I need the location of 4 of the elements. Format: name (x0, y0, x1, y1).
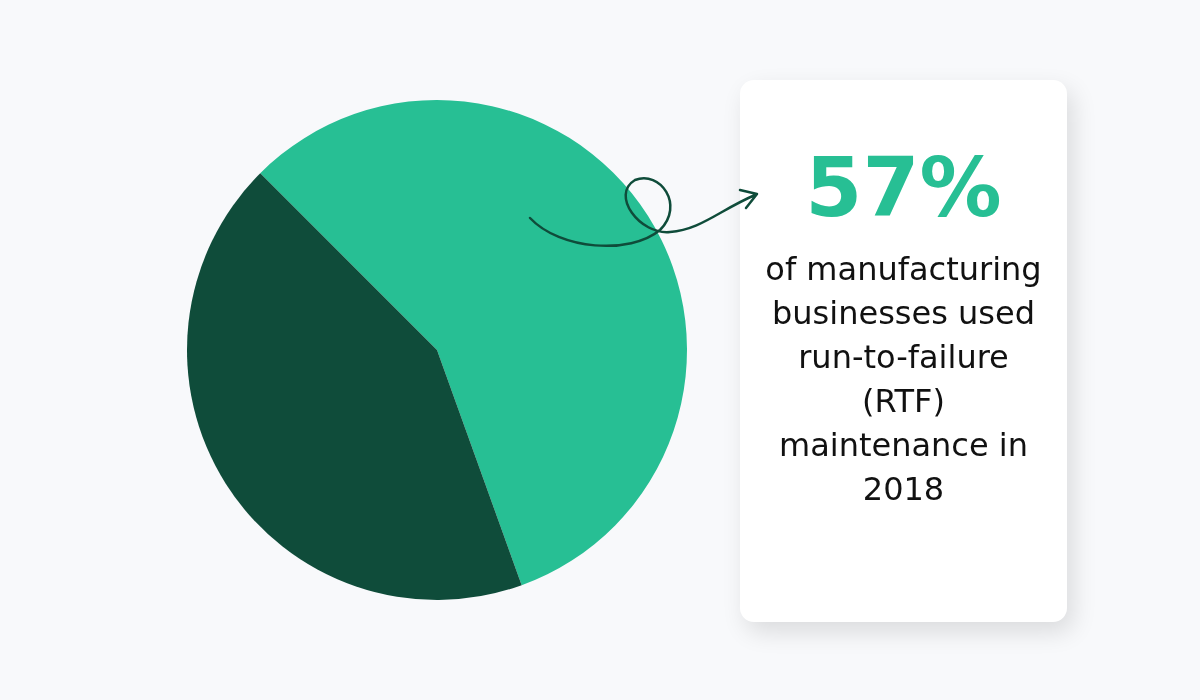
pie-slice (260, 100, 687, 586)
pie-slice (187, 173, 522, 600)
text: 57% (804, 140, 1003, 235)
text: of manufacturing businesses used run-to-failure (RTF) maintenance in 2018 (764, 249, 1043, 510)
